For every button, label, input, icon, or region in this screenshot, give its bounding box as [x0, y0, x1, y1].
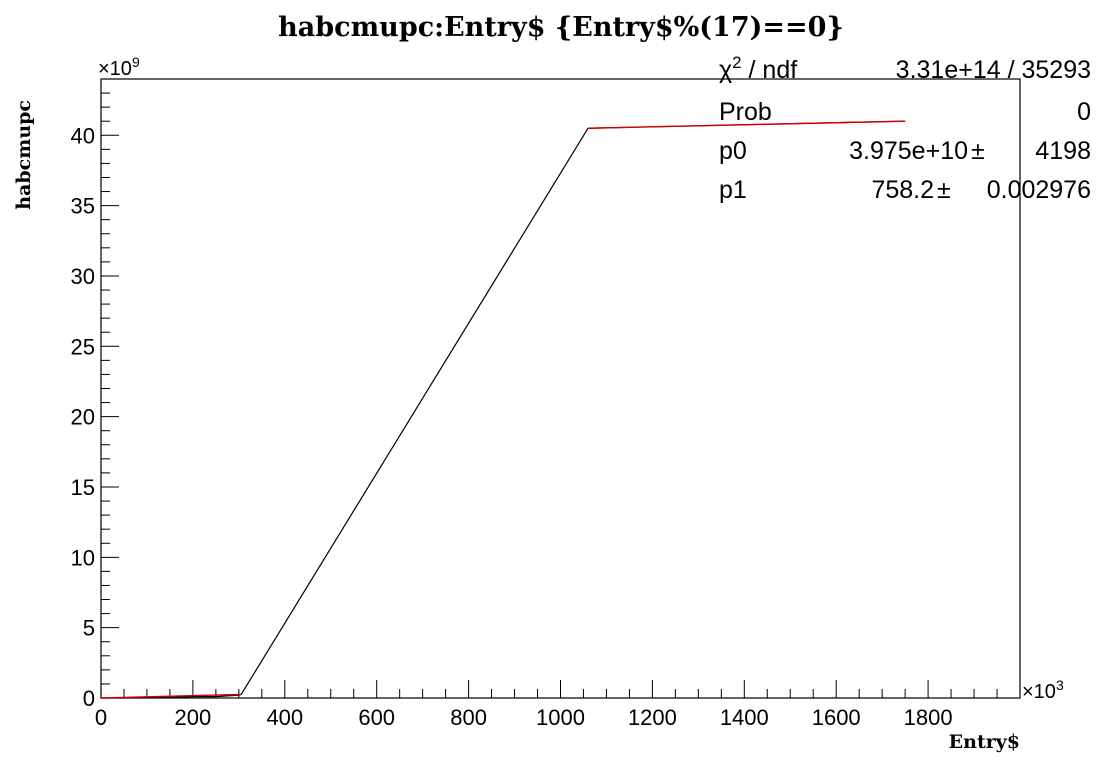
x-tick-label: 1000 [536, 705, 585, 730]
y-axis-title: habcmupc [13, 100, 35, 210]
x-exponent-base: ×10 [1022, 681, 1056, 703]
x-tick-label: 600 [358, 705, 395, 730]
y-tick-label: 20 [71, 405, 95, 430]
y-tick-label: 40 [71, 123, 95, 148]
x-tick-label: 0 [95, 705, 107, 730]
chart-title: habcmupc:Entry$ {Entry$%(17)==0} [278, 12, 844, 43]
x-tick-label: 400 [266, 705, 303, 730]
y-tick-label: 15 [71, 475, 95, 500]
y-tick-label: 35 [71, 194, 95, 219]
stats-row-chi2-label: χ2 / ndf [719, 53, 797, 84]
fit-stats-box: χ2 / ndf 3.31e+14 / 35293 Prob 0 p0 3.97… [719, 53, 1091, 204]
y-tick-label: 5 [83, 616, 95, 641]
x-tick-label: 1200 [628, 705, 677, 730]
y-axis-exponent: ×109 [98, 54, 140, 80]
y-tick-label: 10 [71, 545, 95, 570]
fit-function-line [100, 693, 242, 699]
stats-row-p1-label: p1 [719, 176, 747, 204]
stats-row-p0-label: p0 [719, 137, 747, 165]
y-tick-label: 0 [83, 686, 95, 711]
y-exponent-base: ×10 [98, 58, 132, 80]
stats-row-p1-pm: ± [937, 176, 951, 204]
stats-row-prob-label: Prob [719, 98, 772, 126]
x-axis-exponent: ×103 [1022, 677, 1064, 703]
series-layer [100, 120, 906, 699]
y-tick-label: 25 [71, 334, 95, 359]
stats-row-prob-value: 0 [1077, 98, 1091, 126]
stats-row-p0-pm: ± [971, 137, 985, 165]
data-series-line [101, 120, 906, 699]
stats-row-chi2-value: 3.31e+14 / 35293 [896, 56, 1091, 84]
x-tick-label: 200 [175, 705, 212, 730]
stats-row-p1-error: 0.002976 [987, 176, 1091, 204]
x-tick-label: 1600 [812, 705, 861, 730]
stats-row-p1-value: 758.2 [871, 176, 934, 204]
fit-function-line [588, 120, 906, 129]
y-tick-label: 30 [71, 264, 95, 289]
stats-row-p0-value: 3.975e+10 [849, 137, 968, 165]
plot-frame [100, 78, 1021, 699]
x-tick-label: 1400 [720, 705, 769, 730]
x-axis-ticks: 0 200 400 600 800 1000 1200 1400 1600 1800 [95, 680, 1021, 730]
x-tick-label: 1800 [904, 705, 953, 730]
x-exponent-power: 3 [1056, 677, 1064, 693]
x-axis-title: Entry$ [949, 731, 1020, 753]
y-axis-ticks: 0 5 10 15 20 25 30 35 40 [71, 78, 119, 711]
x-tick-label: 800 [450, 705, 487, 730]
stats-row-p0-error: 4198 [1035, 137, 1091, 165]
y-exponent-power: 9 [132, 54, 140, 70]
